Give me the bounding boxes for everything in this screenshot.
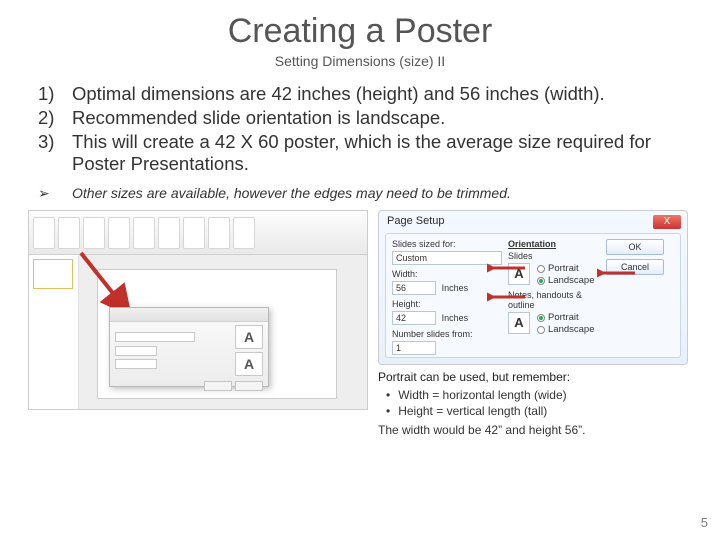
width-unit: Inches: [442, 283, 469, 293]
landscape-label: Landscape: [548, 275, 594, 286]
orientation-icon: A: [235, 325, 263, 349]
orientation-icon: A: [235, 352, 263, 376]
ribbon-toolbar: [29, 211, 367, 255]
bottom-note-footer: The width would be 42” and height 56”.: [378, 422, 688, 438]
mini-field[interactable]: [115, 332, 195, 342]
orientation-icon: A: [508, 263, 530, 285]
page-setup-mini-dialog: A A: [109, 307, 269, 387]
close-icon[interactable]: X: [653, 215, 681, 229]
height-input[interactable]: 42: [392, 311, 436, 325]
portrait-label: Portrait: [548, 263, 579, 274]
footnote: ➢ Other sizes are available, however the…: [38, 185, 692, 202]
mini-field[interactable]: [115, 346, 157, 356]
ribbon-button[interactable]: [33, 217, 55, 249]
mini-field[interactable]: [115, 359, 157, 369]
height-label: Height:: [392, 299, 502, 309]
list-text: Optimal dimensions are 42 inches (height…: [72, 83, 692, 105]
portrait-radio[interactable]: [537, 265, 545, 273]
width-label: Width:: [392, 269, 502, 279]
orientation-section: Orientation: [508, 239, 600, 249]
bottom-note-bullet: Width = horizontal length (wide): [386, 387, 688, 403]
height-unit: Inches: [442, 313, 469, 323]
number-from-label: Number slides from:: [392, 329, 502, 339]
ribbon-button[interactable]: [233, 217, 255, 249]
powerpoint-editor-mock: tle Click to add subtitle: [28, 210, 368, 410]
bottom-note: Portrait can be used, but remember: Widt…: [378, 369, 688, 438]
cancel-button[interactable]: Cancel: [606, 259, 664, 275]
list-number: 1): [38, 83, 72, 105]
ribbon-button[interactable]: [133, 217, 155, 249]
page-setup-dialog: Page Setup X Slides sized for: Custom Wi…: [378, 210, 688, 365]
landscape-radio[interactable]: [537, 277, 545, 285]
list-text: This will create a 42 X 60 poster, which…: [72, 131, 692, 175]
ribbon-button[interactable]: [158, 217, 180, 249]
number-from-input[interactable]: 1: [392, 341, 436, 355]
bottom-note-bullet: Height = vertical length (tall): [386, 403, 688, 419]
ribbon-button[interactable]: [183, 217, 205, 249]
list-number: 3): [38, 131, 72, 175]
list-number: 2): [38, 107, 72, 129]
mini-cancel-button[interactable]: [235, 381, 263, 391]
slides-sized-dropdown[interactable]: Custom: [392, 251, 502, 265]
slides-sized-label: Slides sized for:: [392, 239, 502, 249]
bottom-note-header: Portrait can be used, but remember:: [378, 369, 688, 385]
page-subtitle: Setting Dimensions (size) II: [28, 53, 692, 69]
orientation-icon: A: [508, 312, 530, 334]
numbered-list: 1) Optimal dimensions are 42 inches (hei…: [38, 83, 692, 175]
page-number: 5: [701, 515, 708, 530]
mini-ok-button[interactable]: [204, 381, 232, 391]
dialog-title: Page Setup: [387, 215, 445, 227]
slides-orientation-label: Slides: [508, 251, 600, 261]
ribbon-button[interactable]: [208, 217, 230, 249]
landscape-label: Landscape: [548, 324, 594, 335]
ribbon-button[interactable]: [58, 217, 80, 249]
ok-button[interactable]: OK: [606, 239, 664, 255]
notes-landscape-radio[interactable]: [537, 326, 545, 334]
page-title: Creating a Poster: [28, 12, 692, 51]
footnote-text: Other sizes are available, however the e…: [72, 185, 511, 202]
portrait-label: Portrait: [548, 312, 579, 323]
slide-thumbnail[interactable]: [33, 259, 73, 289]
ribbon-button[interactable]: [108, 217, 130, 249]
notes-orientation-label: Notes, handouts & outline: [508, 290, 600, 310]
notes-portrait-radio[interactable]: [537, 314, 545, 322]
dialog-titlebar: [110, 308, 268, 322]
list-text: Recommended slide orientation is landsca…: [72, 107, 692, 129]
arrow-bullet-icon: ➢: [38, 185, 72, 202]
ribbon-button[interactable]: [83, 217, 105, 249]
width-input[interactable]: 56: [392, 281, 436, 295]
slide-thumbnail-strip: [29, 255, 79, 409]
